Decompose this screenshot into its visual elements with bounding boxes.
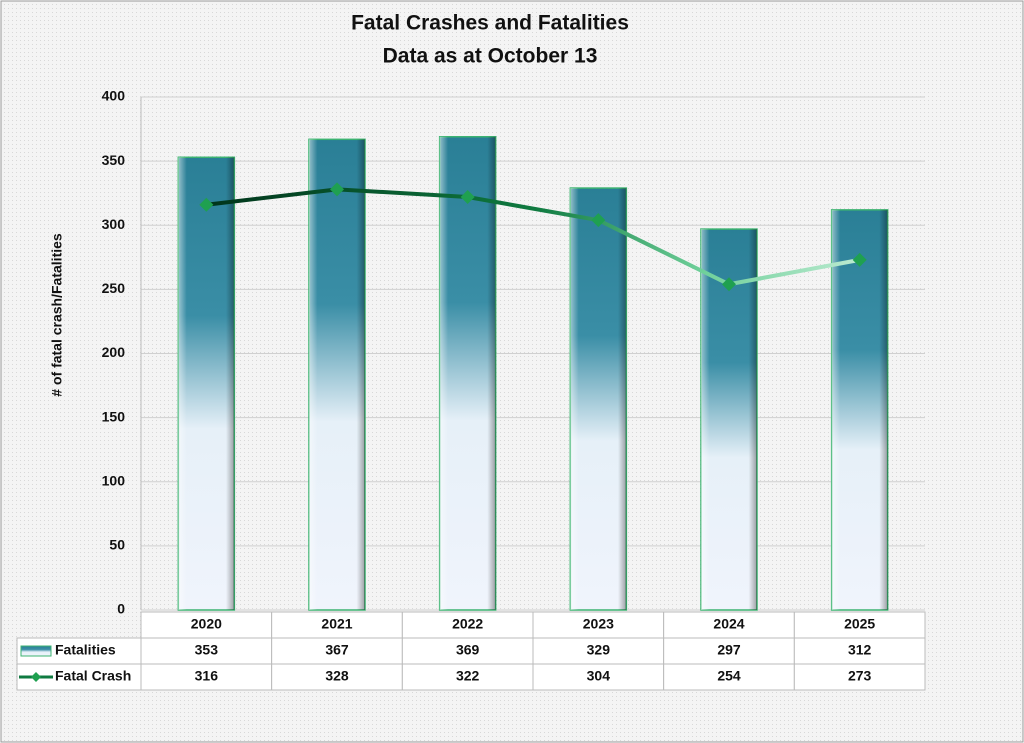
x-tick-label: 2023 <box>583 616 614 632</box>
y-tick-label: 250 <box>102 280 126 296</box>
line <box>206 187 861 287</box>
marker <box>591 213 606 228</box>
legend-marker <box>31 672 41 682</box>
bar-bevel <box>701 229 757 610</box>
table-value: 316 <box>195 668 219 684</box>
legend-label: Fatalities <box>55 642 116 658</box>
table-cell <box>663 611 795 639</box>
bar-bevel <box>178 157 235 610</box>
marker <box>460 190 475 205</box>
table-value: 353 <box>195 642 219 658</box>
table-cell <box>532 611 665 639</box>
legend-swatch <box>20 645 52 657</box>
y-tick-label: 400 <box>102 88 126 104</box>
bar-bevel <box>309 139 365 610</box>
x-tick-label: 2022 <box>452 616 483 632</box>
bar-bevel <box>570 188 627 610</box>
marker <box>722 277 736 292</box>
table-value: 297 <box>717 642 741 658</box>
y-tick-label: 300 <box>102 216 126 232</box>
table-cell <box>663 637 795 665</box>
table-cell <box>793 663 926 691</box>
table-cell <box>793 611 926 639</box>
table-cell <box>271 611 403 639</box>
table-value: 322 <box>456 668 480 684</box>
table-value: 367 <box>325 642 349 658</box>
table-cell <box>793 637 926 665</box>
table-value: 329 <box>587 642 611 658</box>
y-tick-label: 200 <box>102 344 126 360</box>
table-value: 304 <box>587 668 611 684</box>
y-axis-label: # of fatal crash/Fatalities <box>49 233 65 397</box>
x-tick-label: 2024 <box>713 616 744 632</box>
table-cell <box>401 637 534 665</box>
table-value: 273 <box>848 668 872 684</box>
table-value: 369 <box>456 642 480 658</box>
table-cell <box>401 663 534 691</box>
table-cell <box>401 611 534 639</box>
y-tick-label: 150 <box>102 408 126 424</box>
table-cell <box>271 637 403 665</box>
x-tick-label: 2020 <box>191 616 222 632</box>
table-cell <box>532 663 665 691</box>
table-cell <box>140 611 273 639</box>
y-tick-label: 0 <box>117 601 125 617</box>
legend-label: Fatal Crash <box>55 668 131 684</box>
table-value: 312 <box>848 642 872 658</box>
table-value: 328 <box>325 668 349 684</box>
bar-bevel <box>439 136 496 610</box>
y-tick-label: 350 <box>102 152 126 168</box>
bar-bevel <box>831 209 888 611</box>
x-tick-label: 2021 <box>321 616 352 632</box>
marker <box>199 197 214 212</box>
x-tick-label: 2025 <box>844 616 875 632</box>
chart-subtitle: Data as at October 13 <box>383 45 598 68</box>
table-cell <box>532 637 665 665</box>
table-value: 254 <box>717 668 741 684</box>
y-tick-label: 50 <box>109 537 125 553</box>
table-cell <box>16 663 142 691</box>
y-tick-label: 100 <box>102 472 126 488</box>
table-cell <box>271 663 403 691</box>
marker <box>330 182 344 197</box>
table-cell <box>140 663 273 691</box>
chart-title: Fatal Crashes and Fatalities <box>351 12 629 35</box>
marker <box>852 252 867 267</box>
